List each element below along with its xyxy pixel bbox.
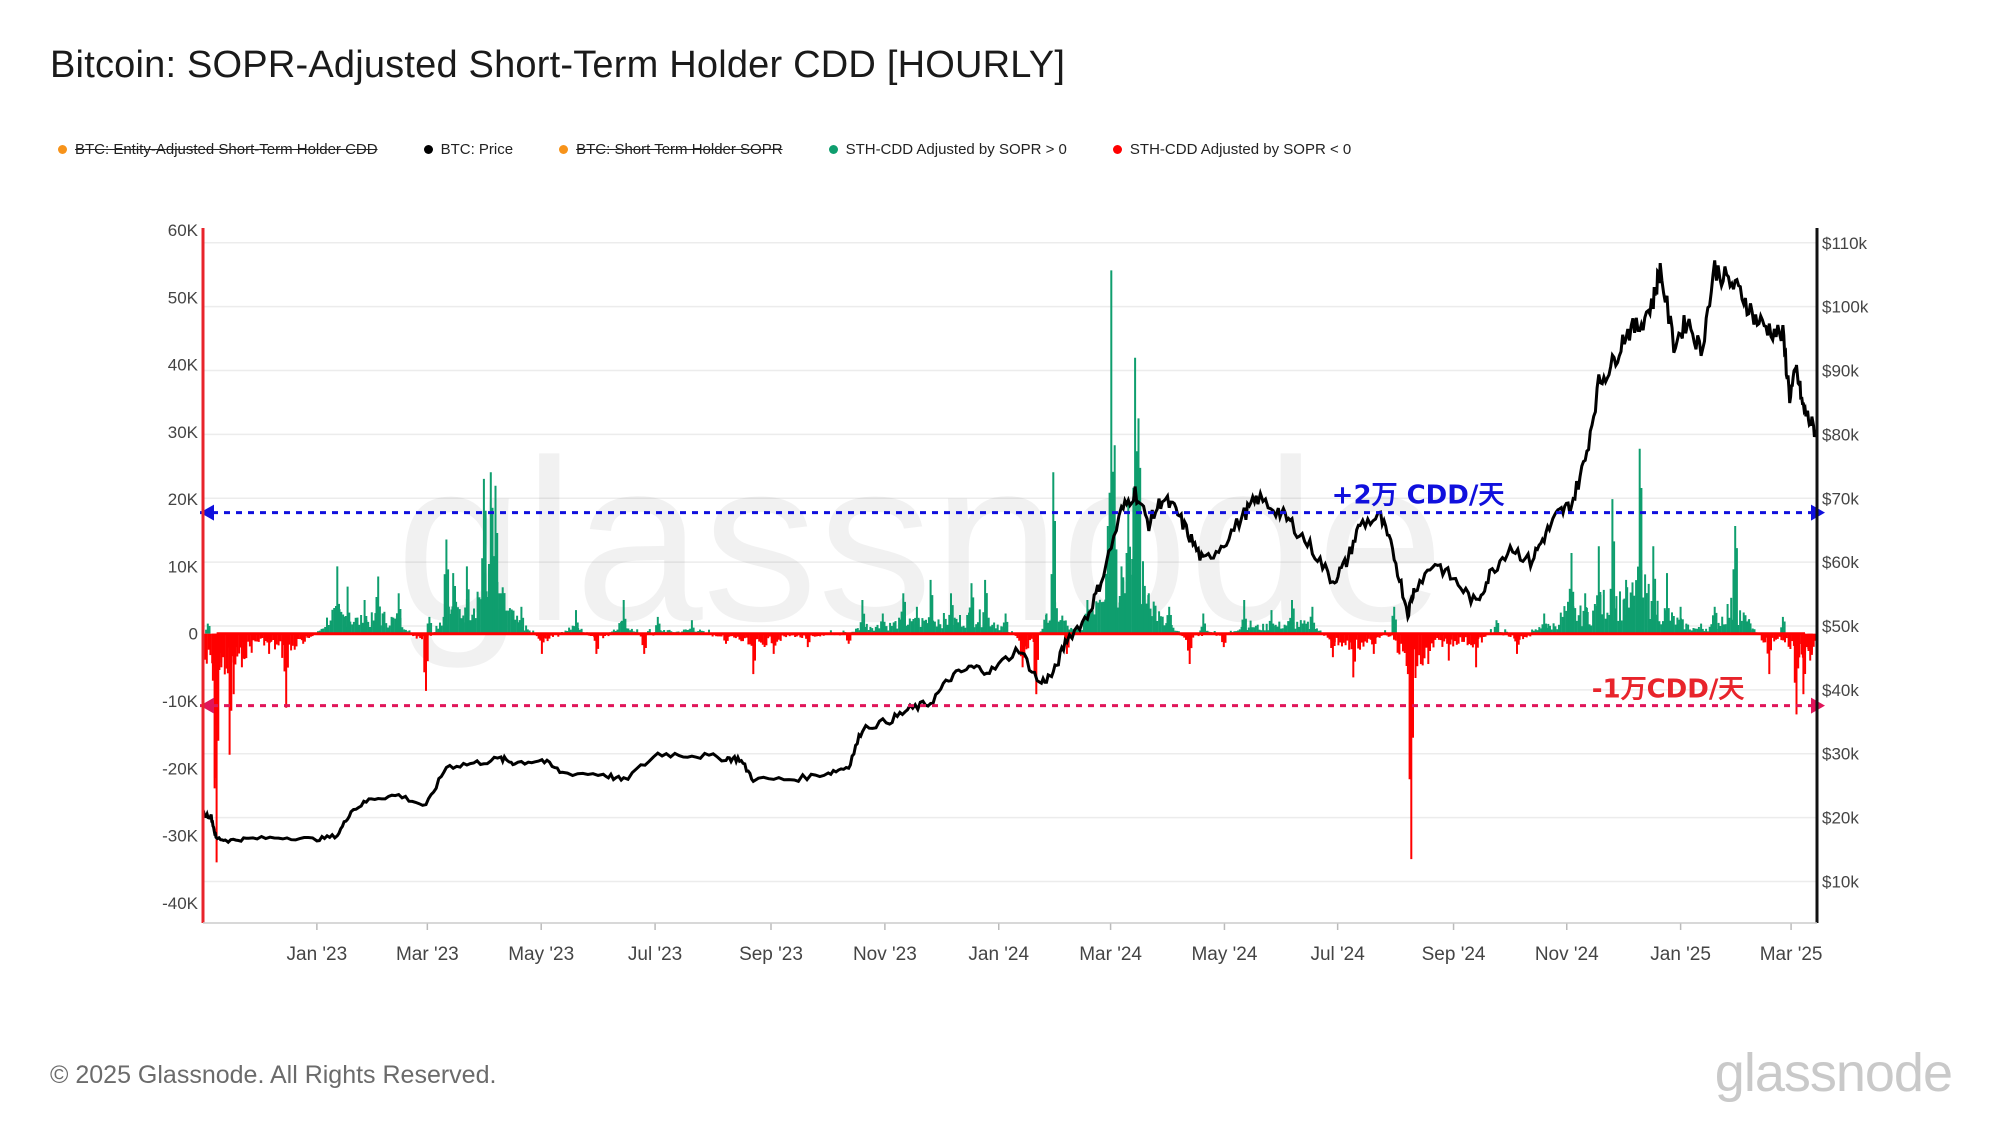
left-axis-tick-label: -40K bbox=[162, 894, 199, 913]
chart-title: Bitcoin: SOPR-Adjusted Short-Term Holder… bbox=[50, 44, 1066, 86]
x-axis-tick-label: Mar '23 bbox=[396, 944, 459, 965]
left-axis-ticks: 60K 50K 40K 30K 20K 10K 0 -10K -20K -30K -40K bbox=[162, 221, 199, 913]
x-axis-tick-label: May '24 bbox=[1191, 944, 1257, 965]
right-axis-tick-label: $60k bbox=[1822, 553, 1859, 572]
legend-item-btc-price[interactable]: BTC: Price bbox=[423, 141, 514, 158]
right-axis-tick-label: $50k bbox=[1822, 617, 1859, 636]
right-axis-tick-label: $100k bbox=[1822, 298, 1869, 317]
legend-item-entity-adjusted-sth-cdd[interactable]: BTC: Entity-Adjusted Short-Term Holder C… bbox=[58, 141, 378, 158]
x-axis-tick-label: Nov '24 bbox=[1535, 944, 1599, 965]
left-axis-tick-label: 0 bbox=[189, 625, 198, 644]
right-axis-tick-label: $70k bbox=[1822, 489, 1859, 508]
left-axis-tick-label: 50K bbox=[168, 288, 199, 307]
right-axis-ticks: $110k $100k $90k $80k $70k $60k $50k $40k $30k $2… bbox=[1822, 234, 1869, 892]
grid-lines bbox=[203, 242, 1817, 883]
right-axis-tick-label: $10k bbox=[1822, 872, 1859, 891]
x-axis-tick-label: Jan '24 bbox=[968, 944, 1029, 965]
reference-arrow-left-icon bbox=[200, 697, 214, 714]
right-axis-tick-label: $20k bbox=[1822, 809, 1859, 828]
legend-label: STH-CDD Adjusted by SOPR > 0 bbox=[845, 141, 1067, 158]
right-axis-tick-label: $30k bbox=[1822, 745, 1859, 764]
legend-item-sth-sopr[interactable]: BTC: Short Term Holder SOPR bbox=[559, 141, 783, 158]
left-axis-tick-label: -30K bbox=[162, 827, 199, 846]
x-axis-tick-label: Jul '24 bbox=[1310, 944, 1365, 965]
legend-dot-icon bbox=[423, 145, 433, 154]
legend-item-cdd-positive[interactable]: STH-CDD Adjusted by SOPR > 0 bbox=[828, 141, 1067, 158]
left-axis-tick-label: -10K bbox=[162, 692, 199, 711]
left-axis-tick-label: 10K bbox=[168, 557, 199, 576]
reference-line-label: -1万CDD/天 bbox=[1592, 675, 1745, 705]
right-axis-tick-label: $80k bbox=[1822, 425, 1859, 444]
legend-dot-icon bbox=[1112, 145, 1122, 154]
left-axis-tick-label: 40K bbox=[168, 356, 199, 375]
x-axis-tick-label: Sep '24 bbox=[1422, 944, 1486, 965]
reference-line-label: +2万 CDD/天 bbox=[1332, 481, 1505, 511]
legend-label: BTC: Price bbox=[440, 141, 514, 158]
legend: BTC: Entity-Adjusted Short-Term Holder C… bbox=[58, 141, 1397, 158]
left-axis-tick-label: 20K bbox=[168, 490, 199, 509]
x-axis-tick-label: Jan '25 bbox=[1650, 944, 1711, 965]
left-axis-tick-label: -20K bbox=[162, 759, 199, 778]
x-axis-tick-label: Jul '23 bbox=[628, 944, 682, 965]
btc-price-line bbox=[201, 260, 1819, 845]
legend-dot-icon bbox=[559, 145, 569, 154]
glassnode-logo[interactable]: glassnode bbox=[1714, 1043, 1953, 1103]
right-axis-tick-label: $40k bbox=[1822, 681, 1859, 700]
x-axis-tick-label: Mar '24 bbox=[1079, 944, 1142, 965]
x-axis-tick-label: Nov '23 bbox=[853, 944, 917, 965]
legend-label: BTC: Short Term Holder SOPR bbox=[576, 141, 783, 158]
left-axis-tick-label: 30K bbox=[168, 423, 199, 442]
legend-dot-icon bbox=[58, 145, 67, 154]
legend-dot-icon bbox=[828, 145, 838, 154]
x-axis-tick-label: Sep '23 bbox=[739, 944, 803, 965]
legend-label: STH-CDD Adjusted by SOPR < 0 bbox=[1129, 141, 1352, 158]
right-axis-tick-label: $110k bbox=[1822, 234, 1868, 253]
x-axis-ticks: Jan '23 Mar '23 May '23 Jul '23 Sep '23 Nov '… bbox=[287, 923, 1823, 965]
x-axis-tick-label: Jan '23 bbox=[287, 944, 348, 965]
right-axis-tick-label: $90k bbox=[1822, 362, 1859, 381]
legend-label: BTC: Entity-Adjusted Short-Term Holder C… bbox=[75, 141, 378, 158]
legend-item-cdd-negative[interactable]: STH-CDD Adjusted by SOPR < 0 bbox=[1112, 141, 1352, 158]
footer-copyright: © 2025 Glassnode. All Rights Reserved. bbox=[50, 1061, 497, 1089]
left-axis-tick-label: 60K bbox=[168, 221, 199, 240]
reference-arrow-left-icon bbox=[200, 504, 214, 521]
x-axis-tick-label: Mar '25 bbox=[1760, 944, 1823, 965]
x-axis-tick-label: May '23 bbox=[508, 944, 574, 965]
